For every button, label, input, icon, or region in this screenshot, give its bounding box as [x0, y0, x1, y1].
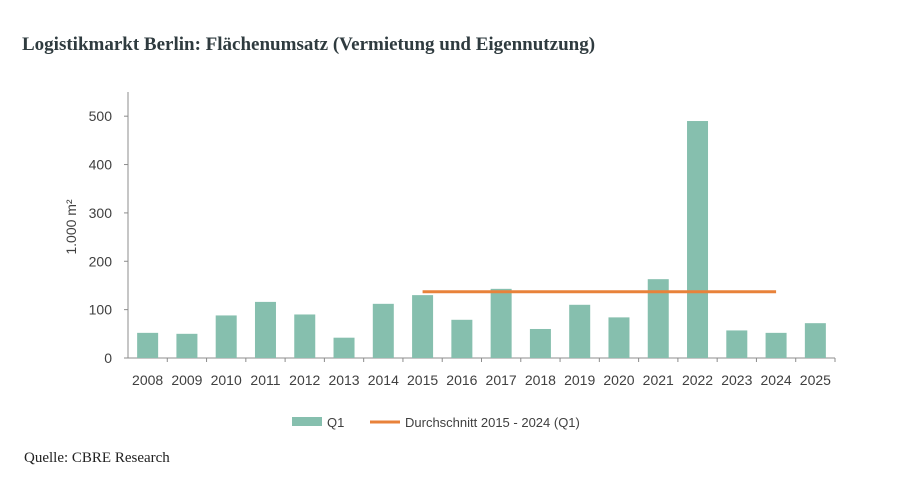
- y-axis-label: 1.000 m²: [63, 199, 79, 255]
- y-tick-label: 400: [89, 157, 113, 173]
- bar-2011: [254, 301, 276, 358]
- bar-2020: [608, 317, 630, 358]
- bar-2015: [412, 295, 434, 358]
- bar-2017: [490, 288, 512, 358]
- bar-chart: 0 100 200 300 400 500 1.000 m² 2008 2009 2010 2011…: [63, 92, 836, 430]
- y-tick-label: 300: [89, 205, 113, 221]
- x-tick-label-2018: 2018: [525, 372, 556, 388]
- x-tick-label-2009: 2009: [171, 372, 202, 388]
- y-tick-label: 0: [104, 350, 112, 366]
- x-tick-label-2025: 2025: [800, 372, 831, 388]
- bar-2025: [804, 323, 826, 358]
- bar-2010: [215, 315, 237, 358]
- bar-2013: [333, 337, 355, 358]
- bar-2014: [372, 303, 394, 358]
- bar-2008: [137, 332, 159, 358]
- x-tick-label-2012: 2012: [289, 372, 320, 388]
- legend-swatch-q1: [292, 417, 322, 426]
- x-tick-label-2011: 2011: [250, 372, 280, 388]
- bar-2024: [765, 332, 787, 358]
- bar-2019: [569, 304, 591, 358]
- x-tick-label-2008: 2008: [132, 372, 163, 388]
- y-tick-label: 100: [89, 302, 113, 318]
- x-tick-label-2020: 2020: [603, 372, 634, 388]
- bar-2012: [294, 314, 316, 358]
- y-tick-label: 200: [89, 253, 113, 269]
- chart-title: Logistikmarkt Berlin: Flächenumsatz (Ver…: [22, 34, 596, 55]
- bar-2021: [647, 279, 669, 358]
- legend-label-q1: Q1: [327, 415, 344, 430]
- bar-2016: [451, 319, 473, 358]
- bar-2022: [687, 121, 709, 358]
- legend-label-average: Durchschnitt 2015 - 2024 (Q1): [405, 415, 580, 430]
- x-tick-label-2024: 2024: [761, 372, 792, 388]
- x-tick-label-2016: 2016: [446, 372, 477, 388]
- x-tick-label-2010: 2010: [211, 372, 242, 388]
- bar-2018: [529, 328, 551, 358]
- bar-2009: [176, 333, 198, 358]
- x-tick-label-2013: 2013: [328, 372, 359, 388]
- x-tick-label-2019: 2019: [564, 372, 595, 388]
- source-note: Quelle: CBRE Research: [24, 450, 170, 466]
- x-tick-label-2021: 2021: [643, 372, 674, 388]
- x-tick-label-2022: 2022: [682, 372, 713, 388]
- x-tick-label-2017: 2017: [486, 372, 517, 388]
- bar-2023: [726, 330, 748, 358]
- x-tick-label-2023: 2023: [721, 372, 752, 388]
- x-tick-label-2014: 2014: [368, 372, 399, 388]
- y-tick-label: 500: [89, 108, 113, 124]
- x-tick-label-2015: 2015: [407, 372, 438, 388]
